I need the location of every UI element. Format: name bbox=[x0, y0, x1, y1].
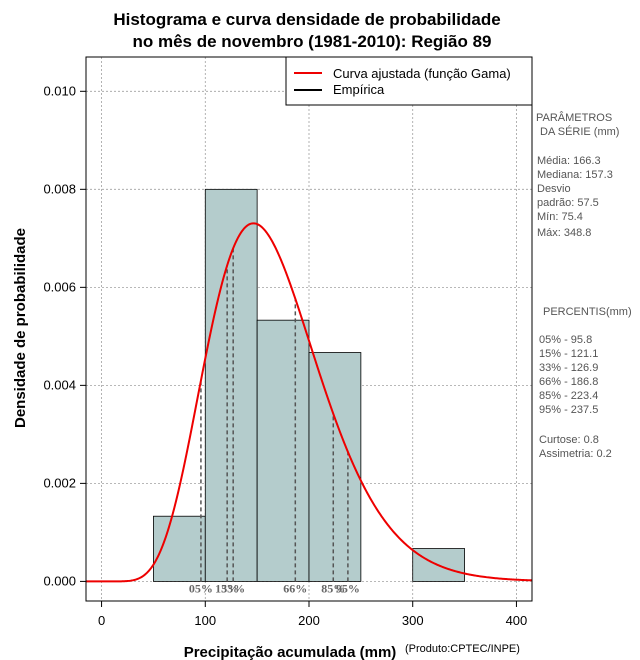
y-axis-label: Densidade de probabilidade bbox=[12, 228, 29, 428]
histogram-bars bbox=[153, 188, 465, 582]
percentile-lines bbox=[200, 248, 349, 582]
stat-desvio-1: Desvio bbox=[537, 183, 571, 195]
side-panel: PARÂMETROS DA SÉRIE (mm) Média: 166.3 Me… bbox=[536, 111, 632, 460]
percentil-05: 05% - 95.8 bbox=[539, 334, 592, 346]
x-tick-label-3: 300 bbox=[402, 613, 424, 628]
product-credit: (Produto:CPTEC/INPE) bbox=[405, 643, 520, 655]
percentile-label-2: 33% bbox=[221, 581, 245, 595]
histogram-bar-5 bbox=[412, 548, 465, 582]
histogram-bar-1 bbox=[204, 188, 258, 582]
y-axis: 0.000 0.002 0.004 0.006 0.008 0.010 bbox=[43, 83, 86, 588]
x-axis: 0 100 200 300 400 bbox=[98, 601, 527, 628]
stat-assimetria: Assimetria: 0.2 bbox=[539, 448, 612, 460]
stat-mediana: Mediana: 157.3 bbox=[537, 169, 613, 181]
chart-title-line-1: Histograma e curva densidade de probabil… bbox=[113, 10, 500, 29]
chart-title-line-2: no mês de novembro (1981-2010): Região 8… bbox=[132, 32, 491, 51]
percentil-85: 85% - 223.4 bbox=[539, 390, 598, 402]
x-tick-label-4: 400 bbox=[506, 613, 528, 628]
x-axis-label: Precipitação acumulada (mm) bbox=[184, 644, 397, 660]
y-tick-label-4: 0.008 bbox=[43, 181, 76, 196]
percentile-label-0: 05% bbox=[189, 581, 213, 595]
stat-max: Máx: 348.8 bbox=[537, 227, 591, 239]
percentile-label-1: 15% bbox=[215, 581, 239, 595]
percentil-15: 15% - 121.1 bbox=[539, 348, 598, 360]
histogram-bar-2 bbox=[256, 319, 310, 582]
gamma-density-curve bbox=[86, 222, 533, 583]
percentile-label-3: 66% bbox=[283, 581, 307, 595]
y-tick-label-0: 0.000 bbox=[43, 573, 76, 588]
percentile-label-5: 95% bbox=[336, 581, 360, 595]
y-tick-label-3: 0.006 bbox=[43, 279, 76, 294]
percentile-labels: 05% 15%33% 66% 85%95% bbox=[189, 581, 360, 595]
percentis-title: PERCENTIS(mm) bbox=[543, 306, 632, 318]
x-tick-label-0: 0 bbox=[98, 613, 105, 628]
x-tick-label-2: 200 bbox=[298, 613, 320, 628]
percentil-66: 66% - 186.8 bbox=[539, 376, 598, 388]
legend-label-empirical: Empírica bbox=[333, 82, 385, 97]
stat-min: Mín: 75.4 bbox=[537, 211, 583, 223]
legend-label-curve: Curva ajustada (função Gama) bbox=[333, 66, 511, 81]
legend-box bbox=[285, 56, 533, 106]
percentil-33: 33% - 126.9 bbox=[539, 362, 598, 374]
legend: Curva ajustada (função Gama) Empírica bbox=[285, 56, 533, 106]
stat-desvio-2: padrão: 57.5 bbox=[537, 197, 599, 209]
y-tick-label-1: 0.002 bbox=[43, 475, 76, 490]
percentil-95: 95% - 237.5 bbox=[539, 404, 598, 416]
stat-curtose: Curtose: 0.8 bbox=[539, 434, 599, 446]
x-tick-label-1: 100 bbox=[194, 613, 216, 628]
histogram-bar-3 bbox=[308, 352, 362, 582]
stat-media: Média: 166.3 bbox=[537, 155, 601, 167]
params-title-1: PARÂMETROS bbox=[536, 111, 612, 124]
y-tick-label-2: 0.004 bbox=[43, 377, 76, 392]
percentile-label-4: 85% bbox=[321, 581, 345, 595]
y-tick-label-5: 0.010 bbox=[43, 83, 76, 98]
params-title-2: DA SÉRIE (mm) bbox=[540, 125, 619, 138]
